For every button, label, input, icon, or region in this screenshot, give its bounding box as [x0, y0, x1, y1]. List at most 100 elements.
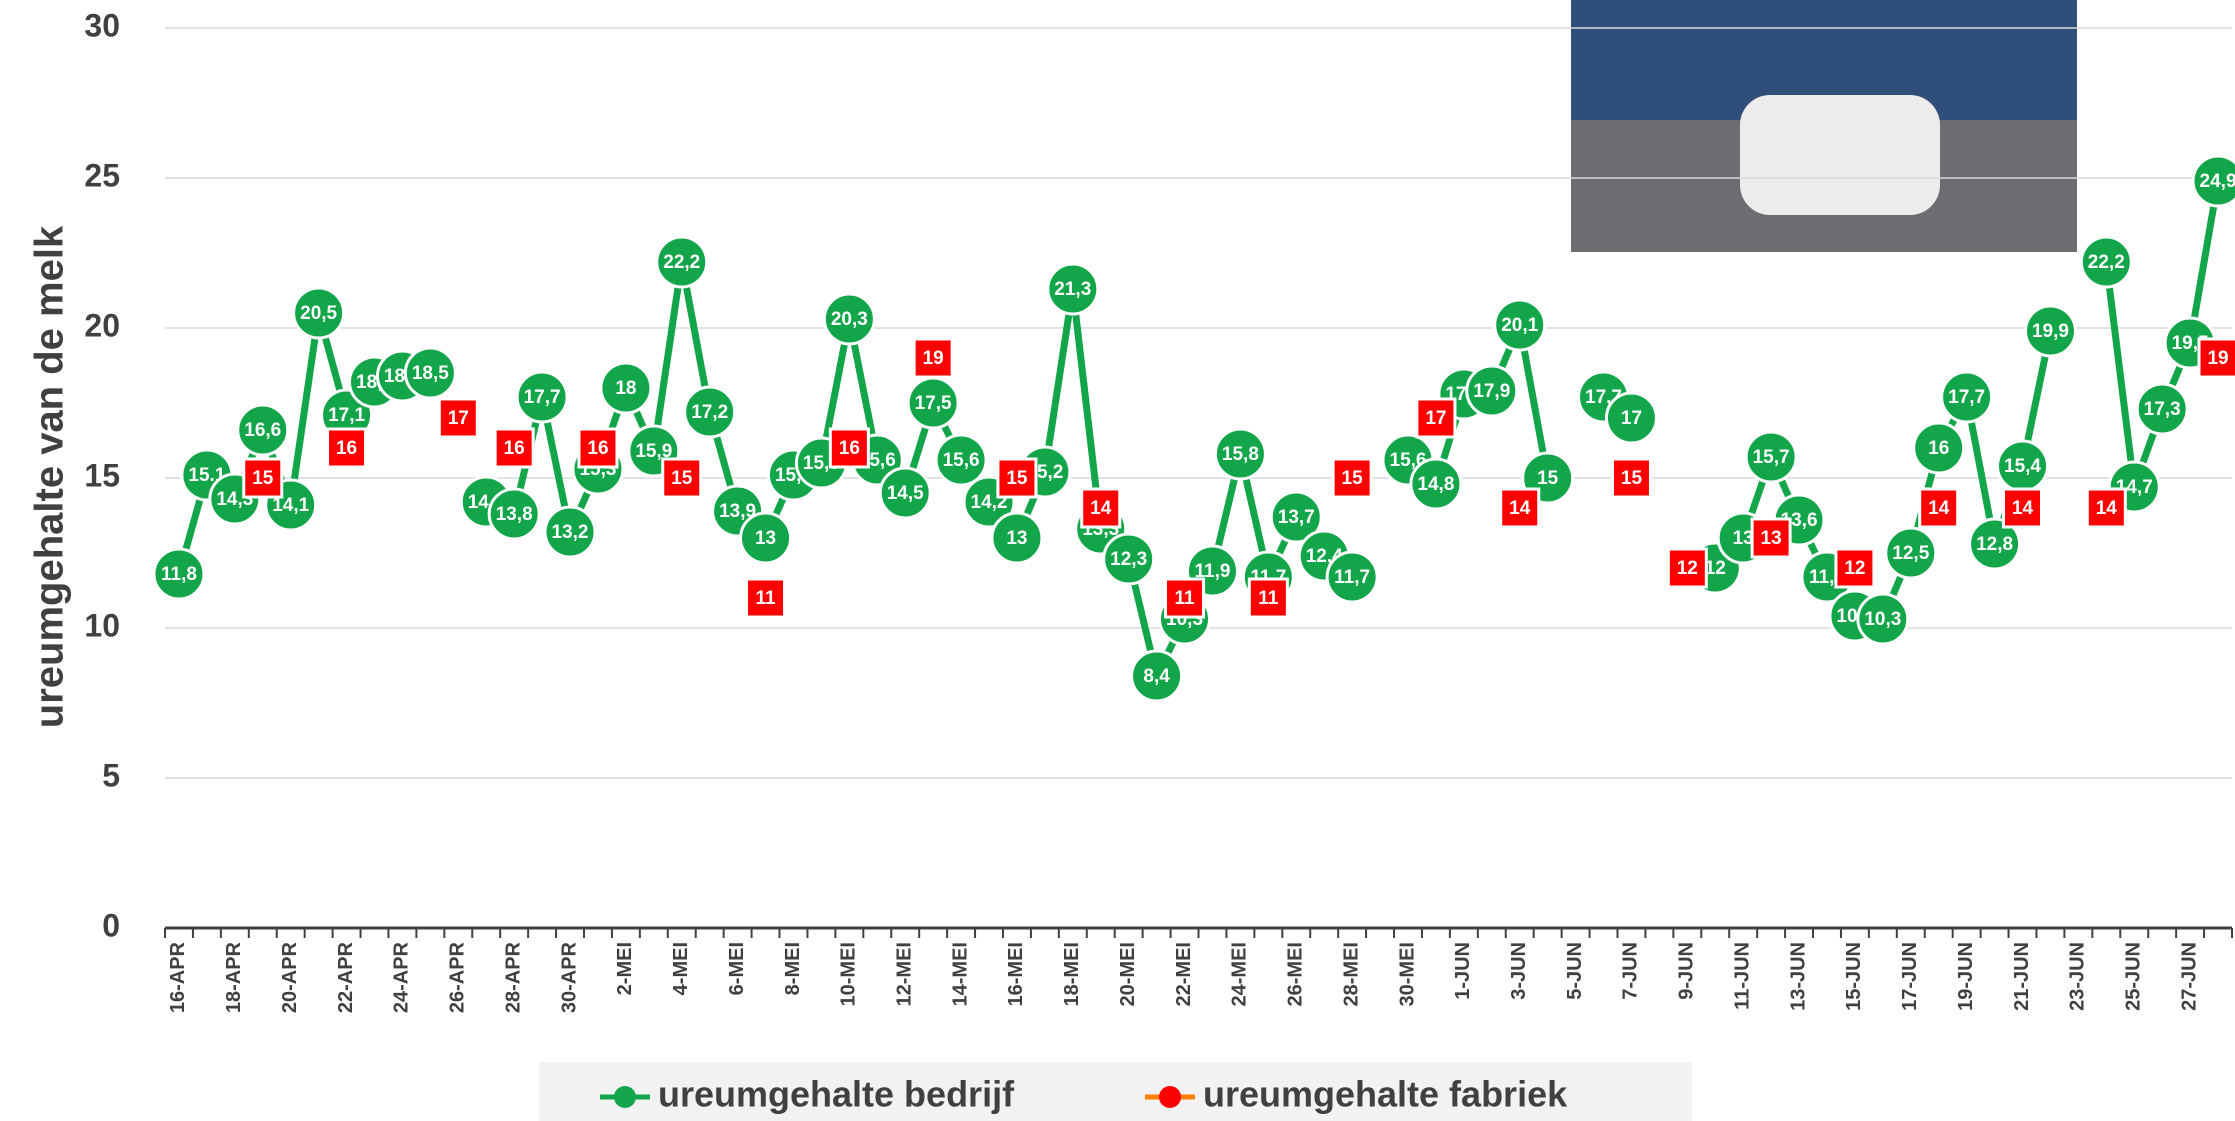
- data-label: 14: [2096, 498, 2118, 519]
- marker: [990, 511, 1044, 565]
- data-label: 19: [923, 348, 944, 369]
- marker: [493, 427, 535, 469]
- marker: [577, 427, 619, 469]
- data-label: 11,9: [1194, 561, 1230, 582]
- marker: [661, 457, 703, 499]
- y-tick-label: 10: [84, 607, 120, 643]
- x-tick-label: 26-APR: [447, 941, 469, 1013]
- data-label: 14,1: [272, 495, 309, 516]
- data-label: 15: [1006, 468, 1028, 489]
- marker: [934, 433, 988, 487]
- marker: [1102, 532, 1156, 586]
- marker: [1331, 457, 1373, 499]
- data-label: 16: [839, 438, 860, 459]
- x-tick-label: 8-MEI: [782, 942, 804, 995]
- x-tick-label: 27-JUN: [2178, 942, 2200, 1011]
- x-tick-label: 15-JUN: [1843, 942, 1865, 1011]
- marker: [745, 577, 787, 619]
- data-label: 16: [587, 438, 608, 459]
- marker: [1046, 262, 1100, 316]
- marker: [1164, 577, 1206, 619]
- marker: [1325, 550, 1379, 604]
- marker: [1415, 397, 1457, 439]
- data-label: 22,2: [2088, 252, 2125, 273]
- data-label: 22,2: [663, 252, 700, 273]
- data-label: 15: [1342, 468, 1364, 489]
- marker: [1130, 649, 1184, 703]
- x-tick-label: 5-JUN: [1564, 942, 1586, 1000]
- marker: [1912, 421, 1966, 475]
- x-tick-label: 4-MEI: [670, 942, 692, 995]
- data-label: 20,5: [300, 303, 337, 324]
- y-tick-label: 20: [84, 307, 120, 343]
- data-label: 18: [615, 378, 636, 399]
- legend-marker: [614, 1086, 636, 1108]
- x-tick-label: 18-MEI: [1061, 942, 1083, 1006]
- data-label: 18,5: [412, 363, 449, 384]
- marker: [878, 466, 932, 520]
- marker: [1884, 526, 1938, 580]
- data-label: 14: [2012, 498, 2034, 519]
- marker: [152, 547, 206, 601]
- data-label: 12: [1677, 558, 1698, 579]
- x-tick-label: 9-JUN: [1676, 942, 1698, 1000]
- legend-box: [539, 1062, 1692, 1121]
- data-label: 13,8: [496, 504, 533, 525]
- marker: [515, 370, 569, 424]
- data-label: 16: [504, 438, 525, 459]
- data-label: 13: [1761, 528, 1782, 549]
- marker: [2191, 154, 2235, 208]
- data-label: 11,7: [1334, 567, 1370, 588]
- data-label: 17,7: [1948, 387, 1985, 408]
- marker: [1604, 391, 1658, 445]
- data-label: 15: [671, 468, 693, 489]
- y-tick-label: 25: [84, 157, 120, 193]
- y-tick-label: 0: [102, 907, 120, 943]
- x-tick-label: 10-MEI: [838, 942, 860, 1006]
- data-label: 17: [1425, 408, 1446, 429]
- marker: [326, 427, 368, 469]
- data-label: 13,7: [1278, 507, 1315, 528]
- x-tick-label: 18-APR: [223, 941, 245, 1013]
- x-tick-label: 14-MEI: [949, 942, 971, 1006]
- x-tick-label: 28-MEI: [1340, 942, 1362, 1006]
- data-label: 16: [336, 438, 357, 459]
- data-label: 16,6: [244, 420, 281, 441]
- y-tick-label: 15: [84, 457, 120, 493]
- data-label: 15: [1621, 468, 1643, 489]
- data-label: 12: [1705, 558, 1726, 579]
- x-tick-label: 19-JUN: [1955, 942, 1977, 1011]
- marker: [2002, 487, 2044, 529]
- marker: [822, 292, 876, 346]
- x-tick-label: 12-MEI: [893, 942, 915, 1006]
- marker: [2023, 304, 2077, 358]
- legend-marker: [1159, 1086, 1181, 1108]
- x-tick-label: 17-JUN: [1899, 942, 1921, 1011]
- data-label: 11,8: [161, 564, 197, 585]
- x-tick-label: 3-JUN: [1508, 942, 1530, 1000]
- data-label: 12,8: [1976, 534, 2013, 555]
- x-tick-label: 22-MEI: [1173, 942, 1195, 1006]
- data-label: 21,3: [1054, 279, 1091, 300]
- marker: [1409, 457, 1463, 511]
- data-label: 19: [2207, 348, 2228, 369]
- marker: [1744, 430, 1798, 484]
- marker: [1499, 487, 1541, 529]
- x-tick-label: 26-MEI: [1285, 942, 1307, 1006]
- marker: [236, 403, 290, 457]
- marker: [2085, 487, 2127, 529]
- photo-device: [1740, 95, 1940, 215]
- marker: [599, 361, 653, 415]
- marker: [1465, 364, 1519, 418]
- x-tick-label: 20-MEI: [1117, 942, 1139, 1006]
- marker: [739, 511, 793, 565]
- marker: [1080, 487, 1122, 529]
- data-label: 13: [755, 528, 776, 549]
- data-label: 12,3: [1110, 549, 1147, 570]
- marker: [1269, 490, 1323, 544]
- y-tick-label: 5: [102, 757, 120, 793]
- marker: [1493, 298, 1547, 352]
- data-label: 12: [1844, 558, 1865, 579]
